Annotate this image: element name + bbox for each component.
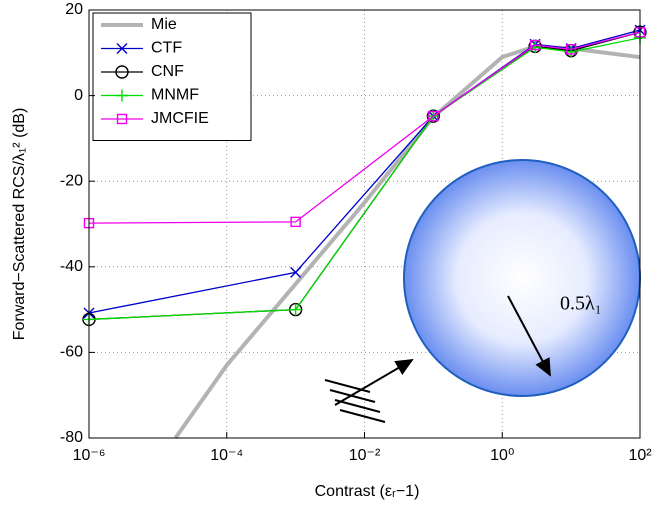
- radius-arrow: [507, 295, 551, 377]
- legend-marker: [116, 43, 128, 54]
- legend-marker: [116, 113, 128, 125]
- sphere: [403, 159, 641, 397]
- legend-label: CNF: [151, 63, 184, 80]
- series-line: [88, 37, 641, 321]
- marker: [428, 110, 439, 122]
- marker: [565, 44, 577, 55]
- legend-label: CTF: [151, 40, 182, 57]
- legend-label: JMCFIE: [151, 110, 209, 127]
- x-tick-label: 10⁰: [490, 447, 514, 464]
- marker: [529, 39, 541, 51]
- x-tick-label: 10⁻⁶: [73, 447, 106, 464]
- marker: [290, 216, 301, 228]
- marker: [290, 266, 302, 278]
- x-tick-label: 10⁻⁴: [210, 447, 243, 464]
- x-axis-label: Contrast (εᵣ−1): [315, 483, 420, 500]
- radius-label: 0.5λ₁: [560, 293, 602, 315]
- incident-wave: [324, 358, 414, 423]
- y-tick-label: -80: [60, 429, 83, 446]
- y-tick-label: -60: [60, 344, 83, 361]
- y-tick-label: -20: [60, 172, 83, 189]
- series-line: [88, 31, 641, 224]
- legend-marker: [115, 65, 129, 79]
- y-tick-label: 20: [65, 1, 83, 18]
- y-axis-label: Forward−Scattered RCS/λ₁² (dB): [11, 108, 28, 341]
- y-tick-label: 0: [74, 87, 83, 104]
- legend-label: MNMF: [151, 87, 199, 104]
- lines: [82, 24, 647, 440]
- legend: Mie CTF CNF MNMF JMCFIE: [92, 12, 252, 141]
- x-tick-label: 10⁻²: [349, 447, 381, 464]
- y-tick-label: -40: [60, 258, 83, 275]
- legend-marker: [116, 89, 128, 102]
- legend-label: Mie: [151, 16, 177, 33]
- x-tick-label: 10²: [628, 447, 652, 464]
- marker: [289, 303, 302, 316]
